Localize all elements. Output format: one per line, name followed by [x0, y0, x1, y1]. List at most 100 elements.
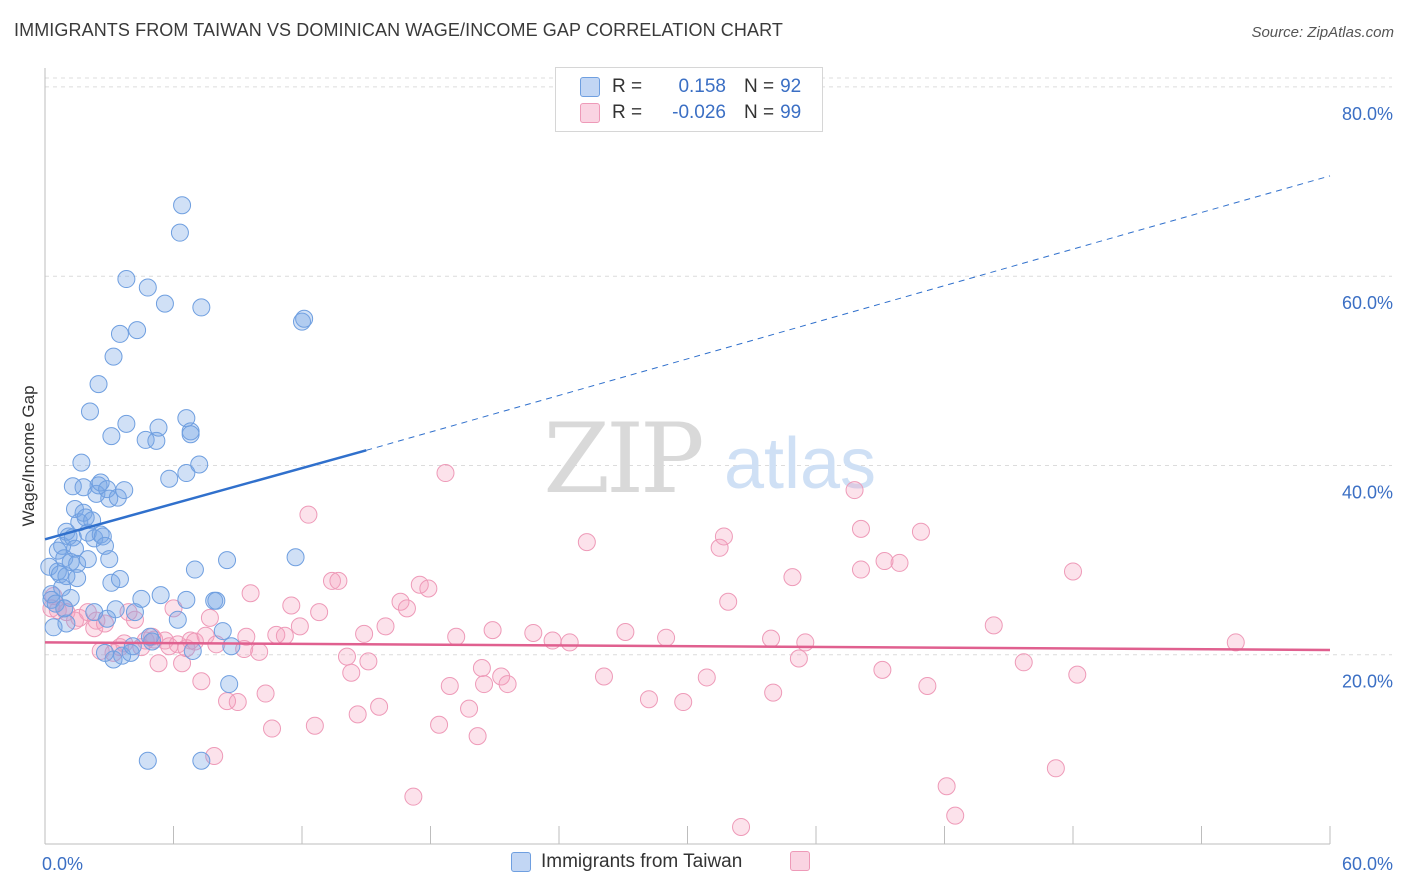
dominican-point: [460, 699, 479, 718]
taiwan-point: [155, 294, 174, 313]
taiwan-point: [110, 570, 129, 589]
legend-swatch-blue: [511, 852, 531, 872]
taiwan-point: [185, 560, 204, 579]
taiwan-point: [65, 539, 84, 558]
taiwan-point: [40, 557, 59, 576]
dominican-point: [95, 614, 114, 633]
axes: [44, 68, 1331, 845]
dominican-point: [796, 633, 815, 652]
taiwan-point: [128, 321, 147, 340]
taiwan-point: [160, 469, 179, 488]
dominican-point: [984, 616, 1003, 635]
dominican-point: [851, 519, 870, 538]
taiwan-point: [89, 375, 108, 394]
taiwan-point: [117, 414, 136, 433]
legend-n-value: 99: [780, 102, 802, 123]
taiwan-point: [222, 637, 241, 656]
watermark: ZIP atlas: [543, 403, 876, 515]
dominican-point: [714, 527, 733, 546]
taiwan-trend-line: [44, 449, 367, 541]
dominican-point: [657, 628, 676, 647]
taiwan-point: [286, 548, 305, 567]
dominican-point: [290, 617, 309, 636]
taiwan-point: [295, 309, 314, 328]
taiwan-point: [57, 614, 76, 633]
dominican-point: [946, 806, 965, 825]
axis-labels: 20.0% 40.0% 60.0% 80.0% 0.0% 60.0%: [42, 104, 1393, 874]
taiwan-point: [108, 488, 127, 507]
dominican-point: [275, 626, 294, 645]
taiwan-point: [72, 453, 91, 472]
taiwan-point: [91, 473, 110, 492]
dominican-point: [851, 560, 870, 579]
legend-swatch-pink: [790, 851, 810, 871]
taiwan-point: [192, 298, 211, 317]
dominican-point: [783, 568, 802, 587]
dominican-point: [355, 624, 374, 643]
legend-swatch-pink: [580, 103, 600, 123]
taiwan-point: [220, 675, 239, 694]
dominican-point: [282, 596, 301, 615]
watermark-zip: ZIP: [543, 403, 702, 515]
dominican-point: [472, 658, 491, 677]
dominican-point: [125, 610, 144, 629]
dominican-point: [149, 654, 168, 673]
dominican-point: [164, 599, 183, 618]
taiwan-point: [117, 270, 136, 289]
dominican-point: [911, 522, 930, 541]
taiwan-point: [115, 481, 134, 500]
y-tick-label: 40.0%: [1342, 482, 1393, 502]
taiwan-point: [181, 425, 200, 444]
taiwan-point: [68, 569, 87, 588]
taiwan-point: [104, 347, 123, 366]
y-tick-label: 60.0%: [1342, 293, 1393, 313]
dominican-point: [762, 629, 781, 648]
taiwan-point: [132, 589, 151, 608]
dominican-point: [329, 571, 348, 590]
dominican-point: [370, 697, 389, 716]
taiwan-point: [293, 312, 311, 331]
taiwan-point: [177, 464, 196, 483]
taiwan-point: [183, 641, 202, 660]
dominican-point: [789, 649, 808, 668]
dominican-point: [1226, 633, 1245, 652]
dominican-point: [498, 675, 517, 694]
legend-item-dominicans: [790, 851, 820, 871]
x-tick-label: 0.0%: [42, 854, 83, 874]
dominican-point: [310, 603, 329, 622]
dominican-point: [391, 592, 410, 611]
taiwan-point: [102, 573, 121, 592]
taiwan-point: [173, 196, 192, 215]
stats-legend: R = 0.158 N = 92 R = -0.026 N = 99: [555, 67, 823, 132]
taiwan-point: [89, 476, 108, 495]
source-note: Source: ZipAtlas.com: [1251, 24, 1394, 41]
taiwan-point: [68, 554, 87, 573]
dominican-point: [1068, 665, 1087, 684]
dominican-point: [764, 683, 783, 702]
series-legend: Immigrants from Taiwan: [0, 851, 1406, 877]
dominican-point: [322, 571, 341, 590]
dominican-point: [475, 675, 494, 694]
grid-lines: [45, 77, 1392, 656]
legend-r-label: R =: [612, 76, 643, 97]
taiwan-point: [177, 590, 196, 609]
taiwan-trend-extension: [366, 175, 1331, 451]
taiwan-point: [125, 603, 144, 622]
taiwan-point: [95, 643, 114, 662]
dominican-point: [560, 633, 579, 652]
taiwan-point: [192, 751, 211, 770]
dominican-point: [594, 667, 613, 686]
taiwan-point: [151, 586, 170, 605]
dominican-point: [337, 647, 356, 666]
taiwan-point: [213, 622, 232, 641]
dominican-point: [732, 817, 751, 836]
taiwan-point: [102, 427, 121, 446]
legend-n-label: N =: [744, 76, 775, 97]
dominican-point: [192, 672, 211, 691]
dominican-point: [1014, 653, 1033, 672]
dominican-point: [410, 575, 429, 594]
legend-row-taiwan: R = 0.158 N = 92: [580, 75, 801, 99]
dominican-point: [237, 627, 256, 646]
y-tick-label: 80.0%: [1342, 104, 1393, 124]
